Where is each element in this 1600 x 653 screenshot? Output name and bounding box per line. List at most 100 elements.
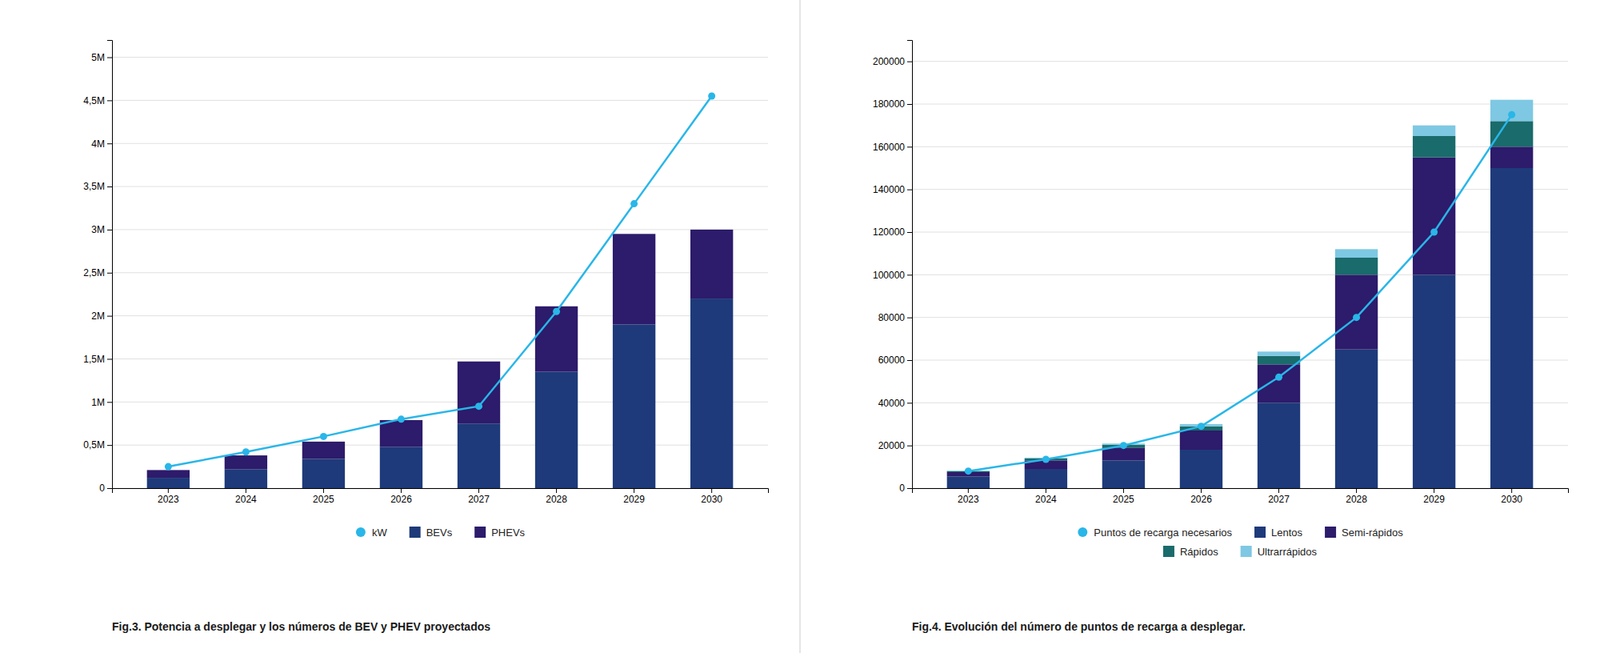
x-tick-label: 2025 bbox=[1112, 493, 1135, 505]
separator bbox=[800, 0, 801, 653]
bar bbox=[1335, 349, 1378, 488]
x-tick-label: 2027 bbox=[1268, 493, 1290, 505]
x-tick-label: 2026 bbox=[1190, 493, 1212, 505]
legend-swatch bbox=[1077, 527, 1088, 537]
x-tick-mark bbox=[1511, 488, 1512, 493]
x-tick-mark bbox=[168, 488, 169, 493]
x-tick: 2023 bbox=[957, 488, 980, 505]
y-tick: 3,5M bbox=[83, 180, 112, 192]
y-tick-mark bbox=[107, 272, 112, 274]
x-tick-mark bbox=[1356, 488, 1357, 493]
y-tick-label: 80000 bbox=[878, 312, 906, 324]
bar bbox=[457, 361, 500, 424]
grid-line bbox=[912, 104, 1568, 105]
chart: 0200004000060000800001000001200001400001… bbox=[872, 40, 1569, 634]
x-tick: 2030 bbox=[1500, 488, 1523, 505]
x-tick: 2026 bbox=[390, 488, 412, 505]
x-tick: 2029 bbox=[623, 488, 645, 505]
point bbox=[630, 200, 638, 208]
point bbox=[242, 448, 250, 456]
grid-line bbox=[912, 360, 1568, 361]
y-tick-mark bbox=[107, 143, 112, 144]
y-tick: 20000 bbox=[878, 440, 912, 452]
y-tick-mark bbox=[907, 189, 912, 191]
y-tick-mark bbox=[907, 104, 912, 105]
x-tick-mark bbox=[478, 488, 480, 493]
bar bbox=[224, 468, 268, 488]
y-tick-mark bbox=[107, 186, 112, 188]
y-tick: 100000 bbox=[872, 269, 912, 281]
grid-line bbox=[912, 444, 1568, 446]
x-tick-label: 2024 bbox=[235, 493, 257, 505]
x-tick-mark bbox=[323, 488, 324, 493]
bar bbox=[1412, 125, 1456, 136]
point bbox=[164, 463, 172, 471]
grid-line bbox=[912, 60, 1568, 62]
x-tick-mark bbox=[400, 488, 402, 493]
y-tick: 5M bbox=[91, 52, 112, 64]
bar bbox=[1257, 356, 1300, 365]
y-tick-label: 0 bbox=[899, 482, 905, 494]
legend: kWBEVsPHEVs bbox=[356, 526, 526, 539]
legend: Puntos de recarga necesariosLentosSemi-r… bbox=[1077, 526, 1404, 558]
x-tick-label: 2026 bbox=[390, 493, 412, 505]
bar bbox=[1412, 157, 1456, 276]
point bbox=[552, 308, 560, 316]
y-tick-label: 2,5M bbox=[83, 267, 105, 279]
point bbox=[1197, 422, 1205, 430]
x-tick-label: 2023 bbox=[957, 493, 980, 505]
grid-line bbox=[112, 143, 768, 144]
legend-item: Semi-rápidos bbox=[1324, 526, 1404, 539]
bar bbox=[1102, 447, 1145, 460]
legend-item: Ultrarrápidos bbox=[1240, 545, 1318, 558]
bar bbox=[1335, 248, 1378, 258]
x-tick-mark bbox=[1123, 488, 1124, 493]
legend-item: kW bbox=[356, 526, 388, 539]
legend-label: Lentos bbox=[1271, 526, 1304, 539]
bar bbox=[1335, 274, 1378, 349]
y-tick-label: 5M bbox=[91, 52, 105, 64]
bar bbox=[690, 298, 733, 488]
y-tick-mark bbox=[907, 61, 912, 63]
y-tick: 3M bbox=[91, 224, 112, 236]
bar bbox=[1412, 274, 1456, 488]
x-tick: 2027 bbox=[1268, 488, 1290, 505]
y-tick: 2,5M bbox=[83, 267, 112, 279]
y-tick-mark bbox=[107, 401, 112, 403]
y-tick: 120000 bbox=[872, 226, 912, 238]
bar bbox=[380, 420, 423, 447]
point bbox=[397, 415, 405, 423]
y-tick-label: 2M bbox=[91, 310, 105, 322]
y-tick-mark bbox=[907, 146, 912, 148]
grid-line bbox=[112, 100, 768, 101]
bar bbox=[1412, 136, 1456, 158]
x-axis-line bbox=[912, 488, 1569, 494]
x-tick: 2027 bbox=[468, 488, 490, 505]
y-tick-label: 200000 bbox=[872, 56, 905, 68]
y-tick-label: 1,5M bbox=[83, 353, 105, 365]
y-tick-label: 3M bbox=[91, 224, 105, 236]
y-tick-label: 0 bbox=[99, 482, 105, 494]
y-tick-label: 20000 bbox=[878, 440, 906, 452]
bar-series bbox=[947, 100, 1534, 472]
x-tick-mark bbox=[711, 488, 712, 493]
bar bbox=[1257, 402, 1300, 488]
bar bbox=[612, 233, 656, 324]
y-tick-mark bbox=[107, 57, 112, 59]
y-tick-label: 180000 bbox=[872, 98, 905, 110]
grid-line bbox=[912, 274, 1568, 276]
bar bbox=[690, 229, 733, 299]
legend-item: PHEVs bbox=[474, 526, 525, 539]
legend-label: Ultrarrápidos bbox=[1257, 545, 1318, 558]
x-tick-mark bbox=[968, 488, 969, 493]
bar bbox=[1335, 257, 1378, 275]
bar bbox=[535, 372, 578, 488]
bar bbox=[224, 455, 268, 469]
point bbox=[708, 92, 716, 100]
y-tick-mark bbox=[907, 232, 912, 233]
point bbox=[1275, 373, 1283, 381]
bar bbox=[947, 476, 990, 488]
y-tick-mark bbox=[107, 444, 112, 446]
bar bbox=[302, 458, 345, 488]
bar bbox=[147, 477, 190, 488]
